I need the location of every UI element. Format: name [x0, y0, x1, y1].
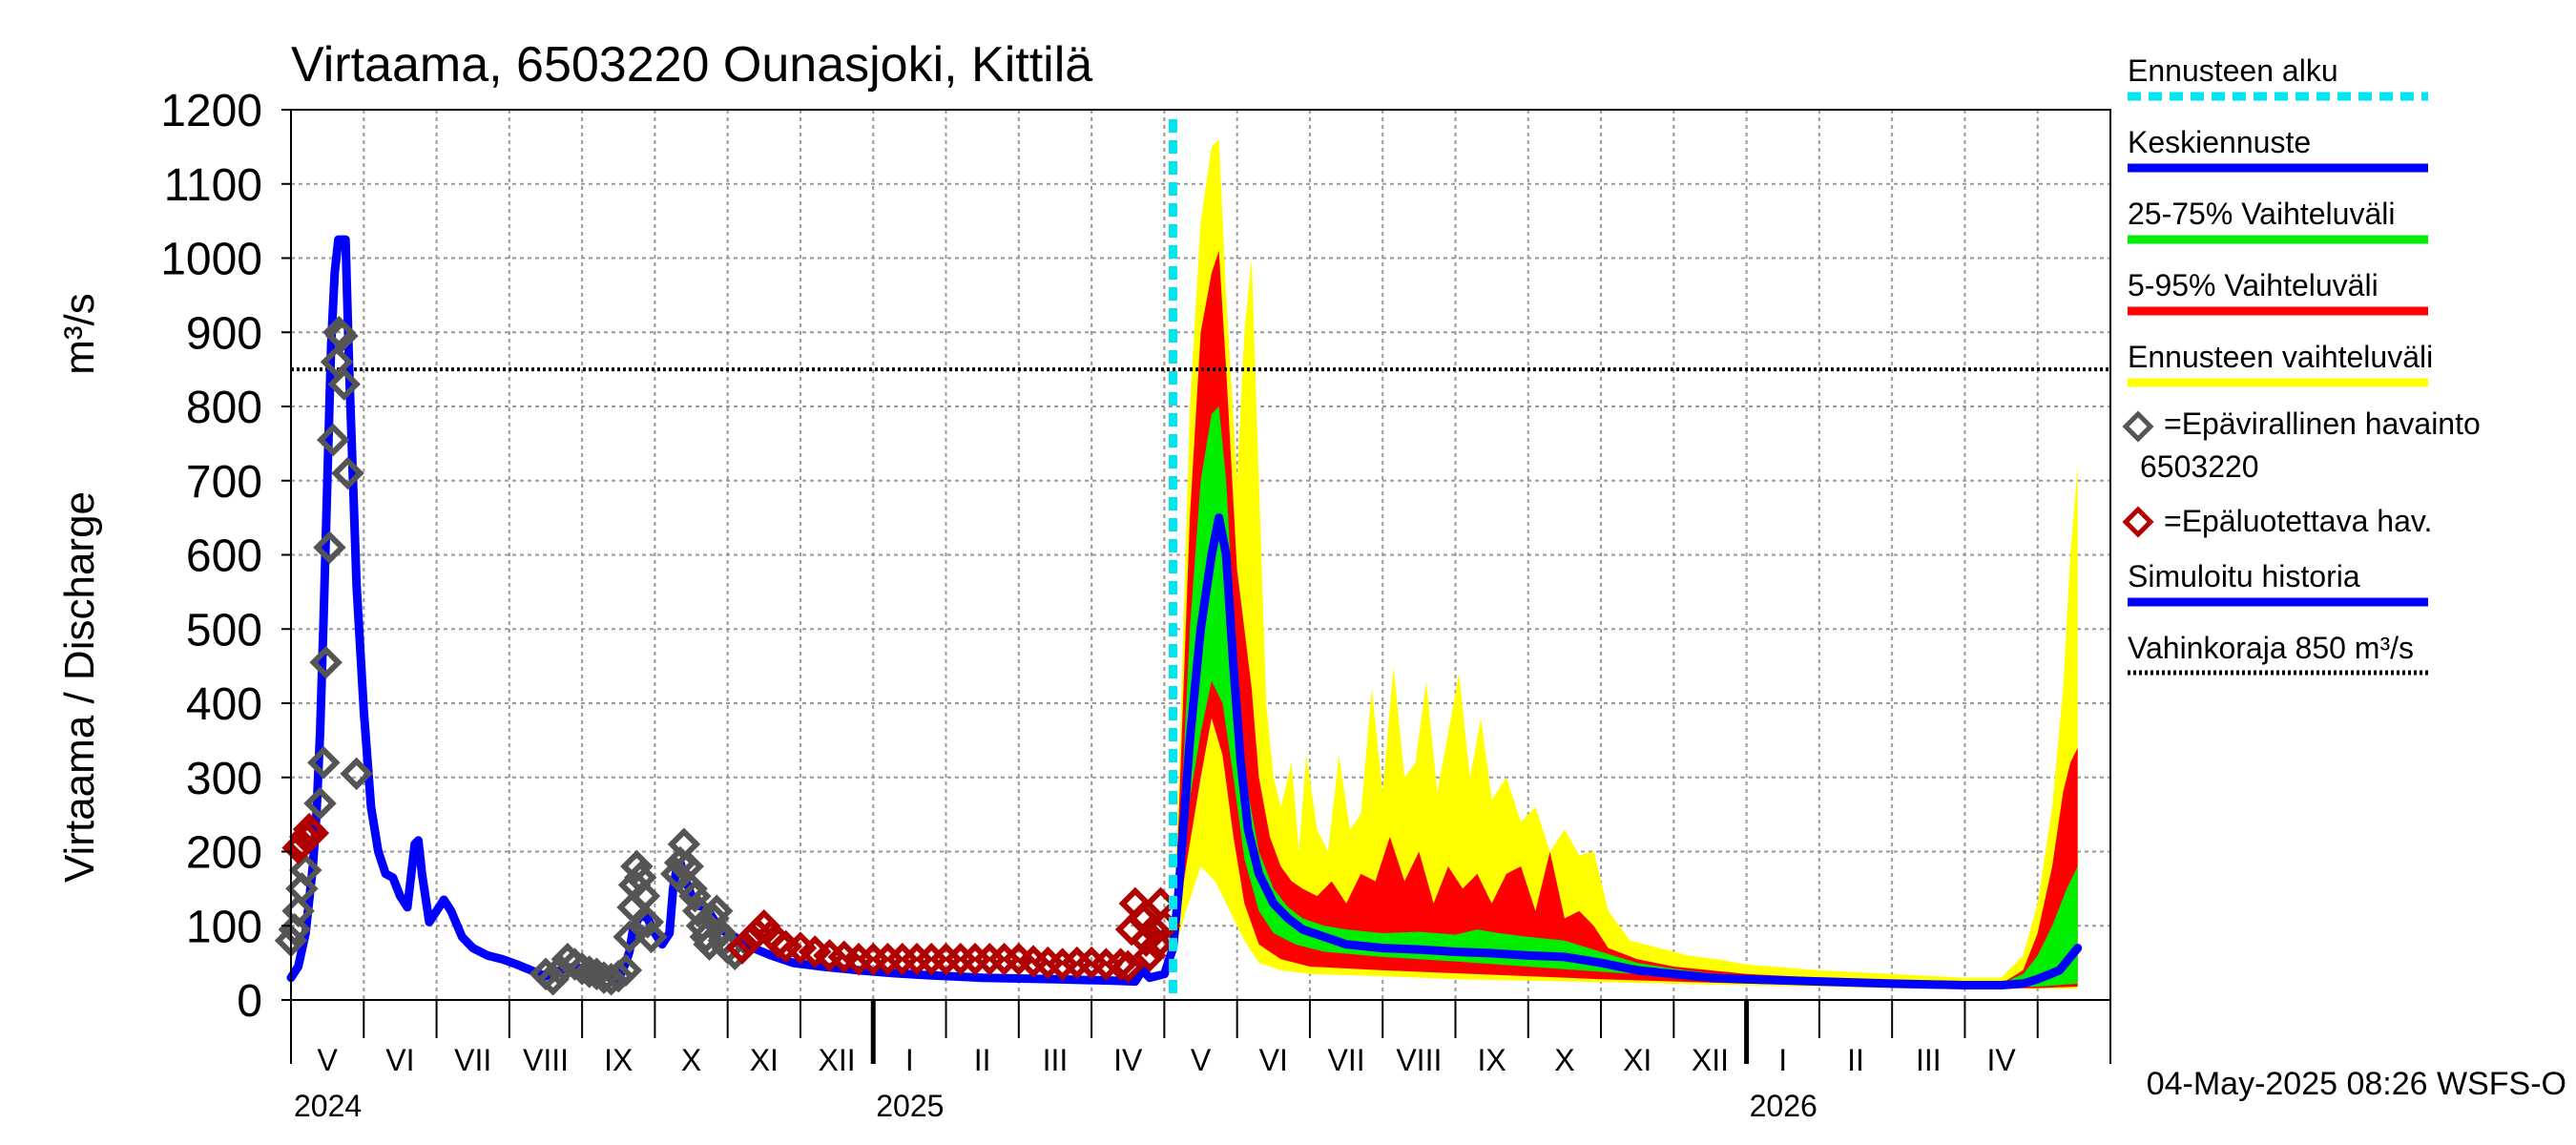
legend: Ennusteen alku Keskiennuste 25-75% Vaiht… [2122, 53, 2481, 676]
chart-title: Virtaama, 6503220 Ounasjoki, Kittilä [291, 37, 1092, 93]
year-label: 2026 [1750, 1089, 1818, 1123]
unofficial-obs-marker [631, 906, 665, 939]
axes [281, 109, 2111, 1064]
y-tick-label: 800 [186, 383, 262, 433]
legend-mean-forecast: Keskiennuste [2128, 125, 2311, 159]
timestamp-footer: 04-May-2025 08:26 WSFS-O [2147, 1066, 2566, 1102]
y-tick-label: 1000 [160, 235, 262, 285]
unofficial-obs-marker [634, 920, 668, 954]
unreliable-obs-marker [1111, 949, 1145, 984]
unreliable-obs-marker [1104, 947, 1137, 981]
x-tick-labels: V VI VII VIII IX X XI XII I II III IV V VI VII VIII IX X X… [294, 1043, 2016, 1123]
y-tick-label: 0 [237, 976, 262, 1027]
y-tick-labels: 0 100 200 300 400 500 600 700 800 900 1000 1100 1200 [160, 86, 262, 1027]
forecast-bands [1173, 139, 2078, 989]
y-tick-label: 1100 [164, 160, 262, 211]
year-label: 2024 [294, 1089, 362, 1123]
unofficial-obs-marker [627, 879, 661, 913]
month-label: IX [1478, 1043, 1506, 1077]
legend-damage-limit: Vahinkoraja 850 m³/s [2128, 631, 2414, 665]
unofficial-obs-marker [620, 849, 654, 884]
y-tick-label: 900 [186, 308, 262, 359]
legend-range-25-75: 25-75% Vaihteluväli [2128, 197, 2395, 231]
y-tick-label: 600 [186, 531, 262, 582]
month-label: X [681, 1043, 701, 1077]
y-tick-label: 400 [186, 679, 262, 730]
month-label: VIII [1396, 1043, 1442, 1077]
unofficial-obs-marker [307, 745, 341, 780]
month-label: IX [604, 1043, 633, 1077]
month-label: XI [1623, 1043, 1652, 1077]
legend-unofficial-obs: =Epävirallinen havainto [2164, 406, 2481, 441]
unofficial-obs-marker [316, 423, 350, 457]
y-axis-label: Virtaama / Discharge [56, 491, 103, 883]
month-label: VII [454, 1043, 491, 1077]
month-label: I [905, 1043, 914, 1077]
month-label: XII [1692, 1043, 1729, 1077]
y-tick-label: 200 [186, 828, 262, 879]
month-label: III [1916, 1043, 1942, 1077]
y-tick-label: 300 [186, 754, 262, 804]
mean-forecast-line [1169, 513, 2083, 989]
unofficial-obs-marker [327, 367, 361, 401]
unreliable-obs-marker [296, 816, 330, 850]
y-tick-label: 700 [186, 457, 262, 508]
unreliable-obs-marker [1136, 912, 1171, 947]
band-ennusteen-vaihteluv-li [1173, 139, 2078, 989]
unreliable-obs-marker [1132, 939, 1167, 972]
legend-unofficial-obs-station: 6503220 [2140, 449, 2259, 484]
unofficial-obs-marker [613, 920, 646, 954]
month-label: VI [1259, 1043, 1288, 1077]
legend-simulated-history: Simuloitu historia [2128, 559, 2360, 593]
y-tick-label: 500 [186, 605, 262, 656]
month-label: II [1847, 1043, 1864, 1077]
unofficial-obs-marker [331, 456, 364, 490]
legend-range-5-95: 5-95% Vaihteluväli [2128, 268, 2379, 302]
month-label: VIII [523, 1043, 569, 1077]
legend-forecast-range: Ennusteen vaihteluväli [2128, 340, 2433, 374]
month-label: XI [750, 1043, 779, 1077]
legend-unofficial-obs-marker [2122, 410, 2154, 443]
legend-unreliable-obs: =Epäluotettava hav. [2164, 504, 2432, 538]
month-label: XII [819, 1043, 856, 1077]
unofficial-obs-marker [309, 645, 343, 679]
month-label: III [1043, 1043, 1069, 1077]
unofficial-obs-marker [325, 319, 359, 353]
unofficial-obs-marker [281, 894, 315, 927]
unofficial-obs-marker [536, 962, 570, 996]
month-label: I [1778, 1043, 1787, 1077]
y-tick-label: 100 [186, 902, 262, 952]
y-tick-label: 1200 [160, 86, 262, 136]
unofficial-obs-marker [678, 879, 712, 913]
observation-markers [274, 316, 1181, 996]
unofficial-obs-marker [289, 853, 322, 887]
unofficial-obs-marker [313, 531, 346, 564]
legend-unreliable-obs-marker [2122, 506, 2154, 538]
unofficial-obs-marker [320, 345, 354, 379]
simulated-history-line [286, 235, 1177, 987]
year-label: 2025 [876, 1089, 944, 1123]
month-label: V [317, 1043, 338, 1077]
month-label: IV [1113, 1043, 1143, 1077]
month-label: II [974, 1043, 991, 1077]
legend-forecast-start: Ennusteen alku [2128, 53, 2338, 88]
month-label: IV [1986, 1043, 2016, 1077]
month-label: VII [1327, 1043, 1364, 1077]
month-label: V [1191, 1043, 1212, 1077]
unofficial-obs-marker [303, 786, 337, 821]
month-label: X [1554, 1043, 1574, 1077]
y-axis-unit: m³/s [56, 293, 103, 375]
month-label: VI [385, 1043, 414, 1077]
unofficial-obs-marker [340, 757, 373, 791]
unofficial-obs-marker [285, 872, 319, 906]
unofficial-obs-marker [609, 953, 643, 988]
unreliable-obs-marker [725, 931, 759, 965]
unofficial-obs-marker [602, 959, 635, 993]
